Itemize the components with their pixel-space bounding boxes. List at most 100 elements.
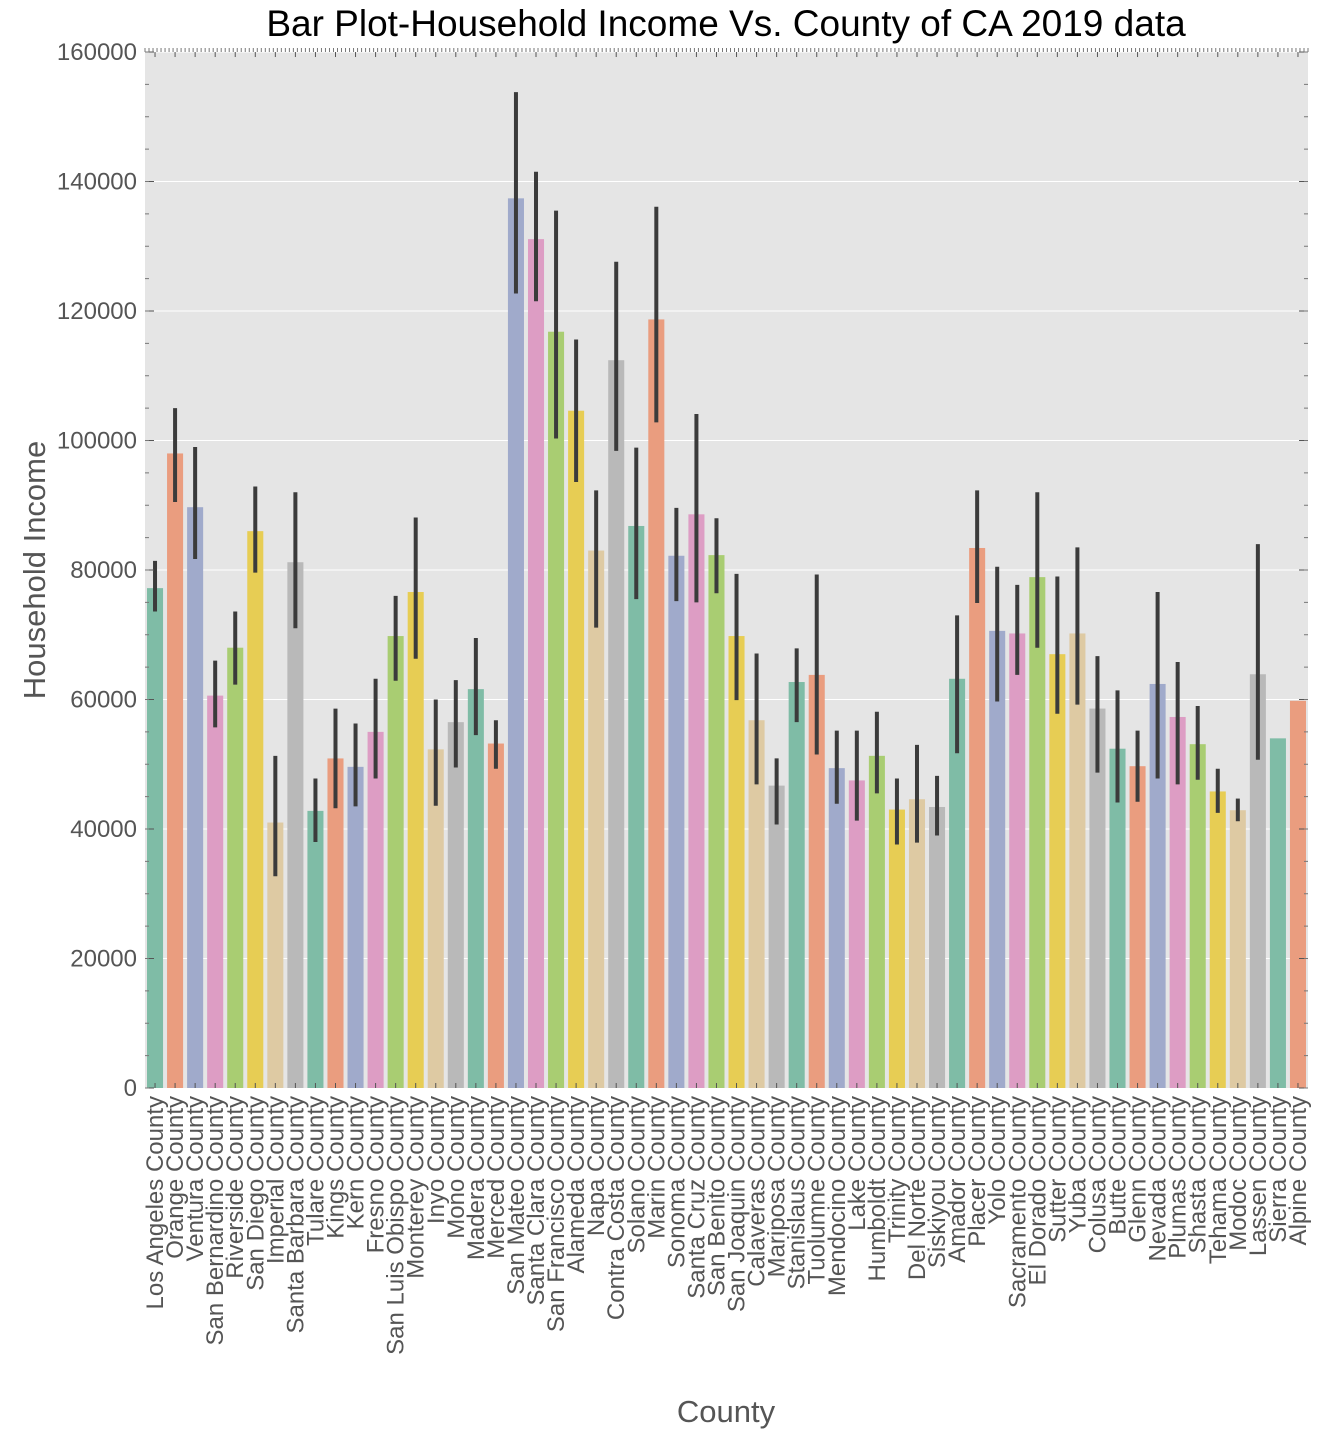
chart-title: Bar Plot-Household Income Vs. County of … (266, 3, 1186, 44)
x-tick-label: Tulare County (302, 1096, 329, 1246)
x-tick-label: Sierra County (1265, 1096, 1292, 1243)
x-tick-label: Tehama County (1205, 1096, 1232, 1264)
bar (167, 453, 184, 1088)
bar (147, 588, 164, 1088)
bar (407, 592, 424, 1088)
x-tick-label: San Francisco County (543, 1096, 570, 1332)
bar (728, 636, 745, 1088)
bar (828, 768, 845, 1088)
bar (1129, 766, 1146, 1088)
bar (608, 360, 625, 1089)
x-tick-label: Alameda County (563, 1096, 590, 1273)
x-tick-label: Modoc County (1225, 1096, 1252, 1251)
bar (1189, 744, 1206, 1088)
x-tick-label: El Dorado County (1024, 1096, 1051, 1285)
bar (688, 514, 705, 1088)
y-tick-labels: 0 20000 40000 60000 80000 100000 120000 140000 1… (57, 39, 137, 1102)
x-tick-label: San Bernardino County (202, 1096, 229, 1346)
error-bars (153, 92, 1260, 877)
x-tick-label: Santa Clara County (523, 1096, 550, 1305)
bar (1249, 674, 1266, 1088)
bar (648, 319, 665, 1089)
y-tick-label: 20000 (70, 946, 137, 973)
x-tick-label: Kern County (343, 1096, 370, 1229)
x-tick-label: Orange County (162, 1096, 189, 1259)
bar (908, 799, 926, 1088)
x-tick-label: Contra Costa County (603, 1096, 630, 1320)
x-tick-label: Solano County (623, 1096, 650, 1253)
axis-ticks (144, 48, 1309, 1089)
bar (1109, 748, 1126, 1088)
bar (1009, 633, 1026, 1088)
x-tick-label: Tuolumne County (804, 1096, 831, 1285)
bar (1209, 791, 1226, 1088)
x-tick-label: Lake County (844, 1096, 871, 1231)
x-tick-label: Amador County (944, 1096, 971, 1263)
bar (287, 562, 304, 1088)
bar (387, 636, 404, 1088)
x-tick-label: Marin County (643, 1096, 670, 1239)
x-tick-label: Butte County (1105, 1096, 1132, 1235)
x-tick-label: Ventura County (182, 1096, 209, 1261)
bar (527, 239, 545, 1088)
x-tick-label: Sonoma County (663, 1096, 690, 1268)
x-tick-label: Nevada County (1145, 1096, 1172, 1261)
y-tick-label: 80000 (70, 557, 137, 584)
bar (708, 555, 725, 1088)
x-tick-label: Madera County (463, 1096, 490, 1260)
x-tick-label: Los Angeles County (142, 1096, 169, 1309)
bar (307, 810, 324, 1088)
bar (969, 547, 986, 1088)
y-tick-label: 60000 (70, 687, 137, 714)
bar (327, 758, 344, 1088)
bar (949, 678, 966, 1088)
x-tick-label: Mariposa County (764, 1096, 791, 1277)
y-tick-label: 160000 (57, 39, 137, 66)
y-tick-label: 120000 (57, 298, 137, 325)
x-tick-label: Siskiyou County (924, 1096, 951, 1268)
bar (467, 689, 484, 1088)
x-tick-label: Placer County (964, 1096, 991, 1247)
bar (1289, 700, 1306, 1088)
x-tick-label: Mono County (443, 1096, 470, 1239)
bar (207, 695, 224, 1088)
x-tick-label: Sacramento County (1004, 1096, 1031, 1308)
y-tick-label: 140000 (57, 169, 137, 196)
bar (748, 720, 765, 1088)
x-tick-label: Mendocino County (824, 1096, 851, 1296)
bar (628, 525, 645, 1088)
bar (487, 743, 504, 1088)
x-tick-label: Kings County (322, 1096, 349, 1239)
y-tick-label: 40000 (70, 816, 137, 843)
x-tick-label: Imperial County (262, 1096, 289, 1264)
bar (1069, 633, 1086, 1088)
bar (367, 731, 384, 1088)
x-tick-label: Santa Cruz County (683, 1096, 710, 1299)
x-tick-label: Alpine County (1285, 1096, 1312, 1245)
bar (848, 780, 865, 1088)
bar (1149, 683, 1166, 1088)
bar (548, 331, 565, 1089)
bar (187, 507, 204, 1088)
bar (788, 682, 805, 1088)
bar (427, 749, 444, 1088)
bar (888, 809, 905, 1088)
x-tick-label: San Diego County (242, 1096, 269, 1291)
x-tick-label: Humboldt County (864, 1096, 891, 1281)
bars (147, 198, 1306, 1089)
x-tick-label: Shasta County (1185, 1096, 1212, 1253)
x-tick-label: San Joaquin County (724, 1096, 751, 1312)
bar (247, 531, 264, 1088)
x-axis-label: County (677, 1394, 776, 1429)
bar (808, 674, 825, 1088)
bar (347, 766, 364, 1088)
x-tick-label: Del Norte County (904, 1096, 931, 1280)
x-tick-label: Plumas County (1165, 1096, 1192, 1259)
x-tick-label: Napa County (583, 1096, 610, 1236)
x-tick-label: Yuba County (1064, 1096, 1091, 1233)
x-tick-label: Lassen County (1245, 1096, 1272, 1256)
bar (1029, 577, 1046, 1088)
bar (507, 198, 524, 1088)
x-tick-label: Colusa County (1084, 1096, 1111, 1253)
